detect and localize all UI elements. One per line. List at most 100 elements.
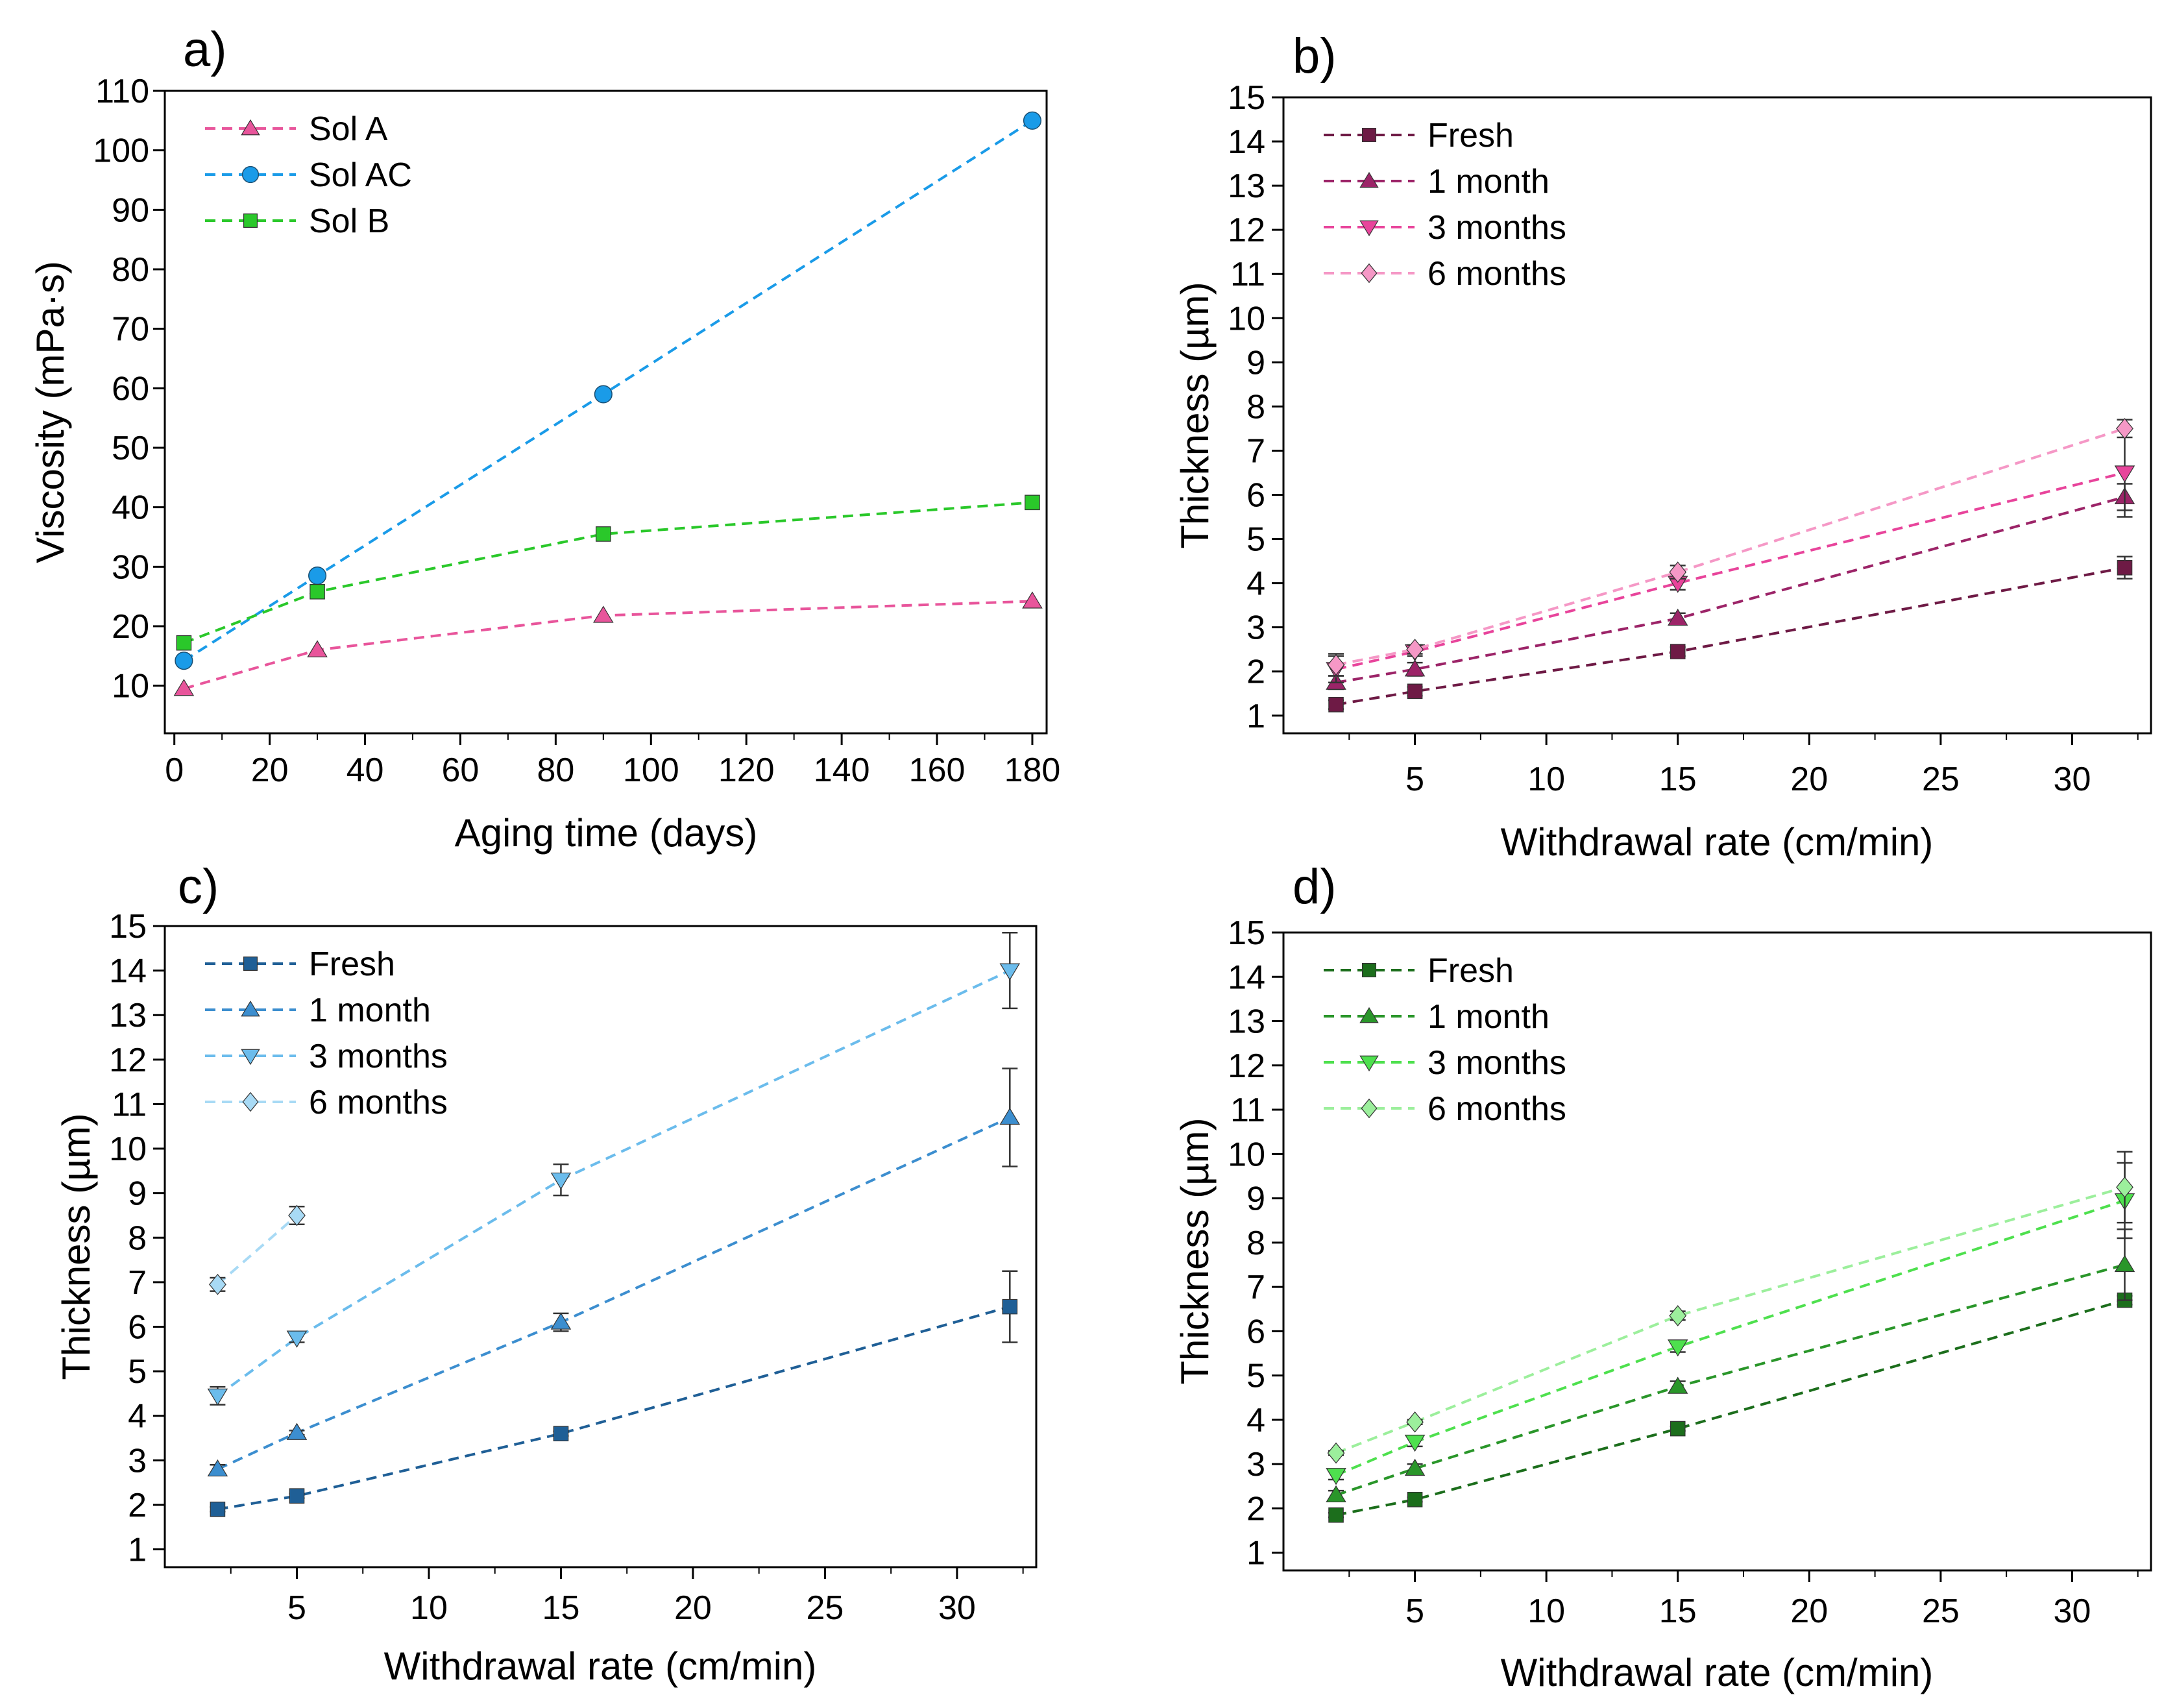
legend-item: 3 months <box>1324 1044 1566 1082</box>
legend-label: 1 month <box>1428 163 1549 201</box>
legend-marker <box>1359 171 1379 188</box>
series-line <box>1335 1199 2126 1477</box>
legend-marker <box>1359 1006 1379 1023</box>
data-point <box>594 385 613 404</box>
data-point <box>550 1172 572 1190</box>
y-tick-label: 2 <box>128 1487 147 1524</box>
y-tick-label: 110 <box>95 73 149 110</box>
legend: Fresh 1 month 3 months 6 months <box>1324 117 1566 293</box>
legend-marker <box>241 119 260 136</box>
y-tick-label: 13 <box>109 997 147 1034</box>
data-point <box>1670 644 1686 659</box>
legend-item: 1 month <box>205 992 431 1029</box>
series-fresh <box>210 1270 1018 1517</box>
y-tick-label: 10 <box>1228 300 1265 337</box>
legend-item: 3 months <box>205 1038 448 1075</box>
y-tick-label: 10 <box>112 668 149 705</box>
x-tick-label: 20 <box>1790 1592 1828 1630</box>
legend-item: 1 month <box>1324 998 1549 1036</box>
y-tick-label: 11 <box>1230 1092 1265 1129</box>
data-point <box>2114 465 2135 483</box>
legend-marker <box>241 1049 260 1066</box>
data-point <box>1667 1376 1688 1394</box>
legend-marker <box>1359 220 1379 237</box>
chart-panel-2: b)5 10 15 20 25 30123456789101112131415Withdr… <box>1173 29 2152 864</box>
x-tick-label: 140 <box>814 751 870 789</box>
y-tick-label: 11 <box>112 1086 147 1123</box>
series-6-months <box>209 1204 306 1295</box>
y-tick-label: 6 <box>1246 1313 1265 1350</box>
legend-item: Fresh <box>1324 117 1514 154</box>
data-point <box>1404 1434 1426 1452</box>
data-point <box>173 679 195 696</box>
y-tick-label: 14 <box>1228 123 1265 161</box>
y-tick-label: 4 <box>1246 565 1265 603</box>
legend-marker <box>241 165 260 184</box>
y-tick-label: 3 <box>1246 609 1265 647</box>
data-point <box>999 963 1021 981</box>
legend-item: 6 months <box>1324 1090 1566 1128</box>
y-tick-label: 6 <box>1246 477 1265 515</box>
series-line <box>183 119 1034 662</box>
y-tick-label: 1 <box>128 1531 147 1569</box>
y-tick-label: 1 <box>1246 1535 1265 1572</box>
data-point <box>207 1388 228 1406</box>
series-line <box>1335 1186 2126 1454</box>
series-1-month <box>1326 483 2135 690</box>
x-tick-label: 5 <box>1405 1592 1424 1630</box>
data-point <box>286 1330 308 1348</box>
y-tick-label: 4 <box>128 1398 147 1435</box>
x-tick-label: 20 <box>251 751 289 789</box>
y-tick-label: 7 <box>1246 432 1265 470</box>
y-tick-label: 5 <box>1246 521 1265 559</box>
data-point <box>1404 659 1426 677</box>
series-sol-b <box>176 494 1040 651</box>
y-tick-label: 3 <box>1246 1446 1265 1483</box>
y-tick-label: 5 <box>128 1353 147 1391</box>
data-point <box>308 567 327 585</box>
plot-frame <box>1282 931 2152 1572</box>
x-tick-label: 10 <box>410 1589 448 1627</box>
y-axis-label: Thickness (µm) <box>55 1113 98 1380</box>
data-point <box>1327 1442 1345 1464</box>
y-tick-label: 10 <box>109 1130 147 1168</box>
data-point <box>1669 1305 1687 1326</box>
legend-item: 6 months <box>205 1084 448 1121</box>
data-point <box>2114 1254 2135 1273</box>
series-line <box>217 969 1011 1397</box>
legend-label: Sol AC <box>309 156 412 194</box>
legend-item: Fresh <box>205 946 395 983</box>
y-tick-label: 13 <box>1228 167 1265 205</box>
x-axis-label: Withdrawal rate (cm/min) <box>384 1644 817 1688</box>
y-tick-label: 12 <box>1228 1047 1265 1085</box>
y-tick-label: 40 <box>112 489 149 527</box>
x-tick-label: 180 <box>1004 751 1061 789</box>
y-tick-label: 20 <box>112 608 149 646</box>
x-tick-label: 100 <box>623 751 679 789</box>
data-point <box>550 1312 572 1330</box>
legend-marker <box>1361 1098 1378 1119</box>
data-point <box>999 1107 1021 1125</box>
legend-marker <box>1362 128 1376 142</box>
data-point <box>1023 111 1042 130</box>
legend: Fresh 1 month 3 months 6 months <box>205 946 448 1121</box>
y-tick-label: 5 <box>1246 1358 1265 1395</box>
legend-label: 6 months <box>1428 255 1566 293</box>
y-tick-label: 12 <box>109 1042 147 1079</box>
series-line <box>1335 471 2125 671</box>
data-point <box>1667 608 1688 626</box>
x-tick-label: 15 <box>1659 1592 1697 1630</box>
series-fresh <box>1328 555 2133 713</box>
series-sol-a <box>173 591 1043 696</box>
x-axis-label: Aging time (days) <box>455 811 758 855</box>
x-tick-label: 25 <box>1922 761 1960 798</box>
legend-marker <box>1361 263 1378 284</box>
x-tick-label: 80 <box>537 751 574 789</box>
data-point <box>2116 418 2133 439</box>
x-tick-label: 40 <box>346 751 384 789</box>
x-tick-label: 10 <box>1527 761 1565 798</box>
legend-marker <box>1362 963 1376 977</box>
y-tick-label: 8 <box>128 1219 147 1257</box>
x-tick-label: 60 <box>442 751 480 789</box>
